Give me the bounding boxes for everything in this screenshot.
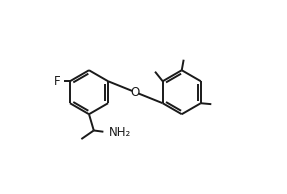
Text: NH₂: NH₂ bbox=[109, 126, 131, 139]
Text: F: F bbox=[54, 75, 61, 88]
Text: O: O bbox=[131, 86, 140, 99]
